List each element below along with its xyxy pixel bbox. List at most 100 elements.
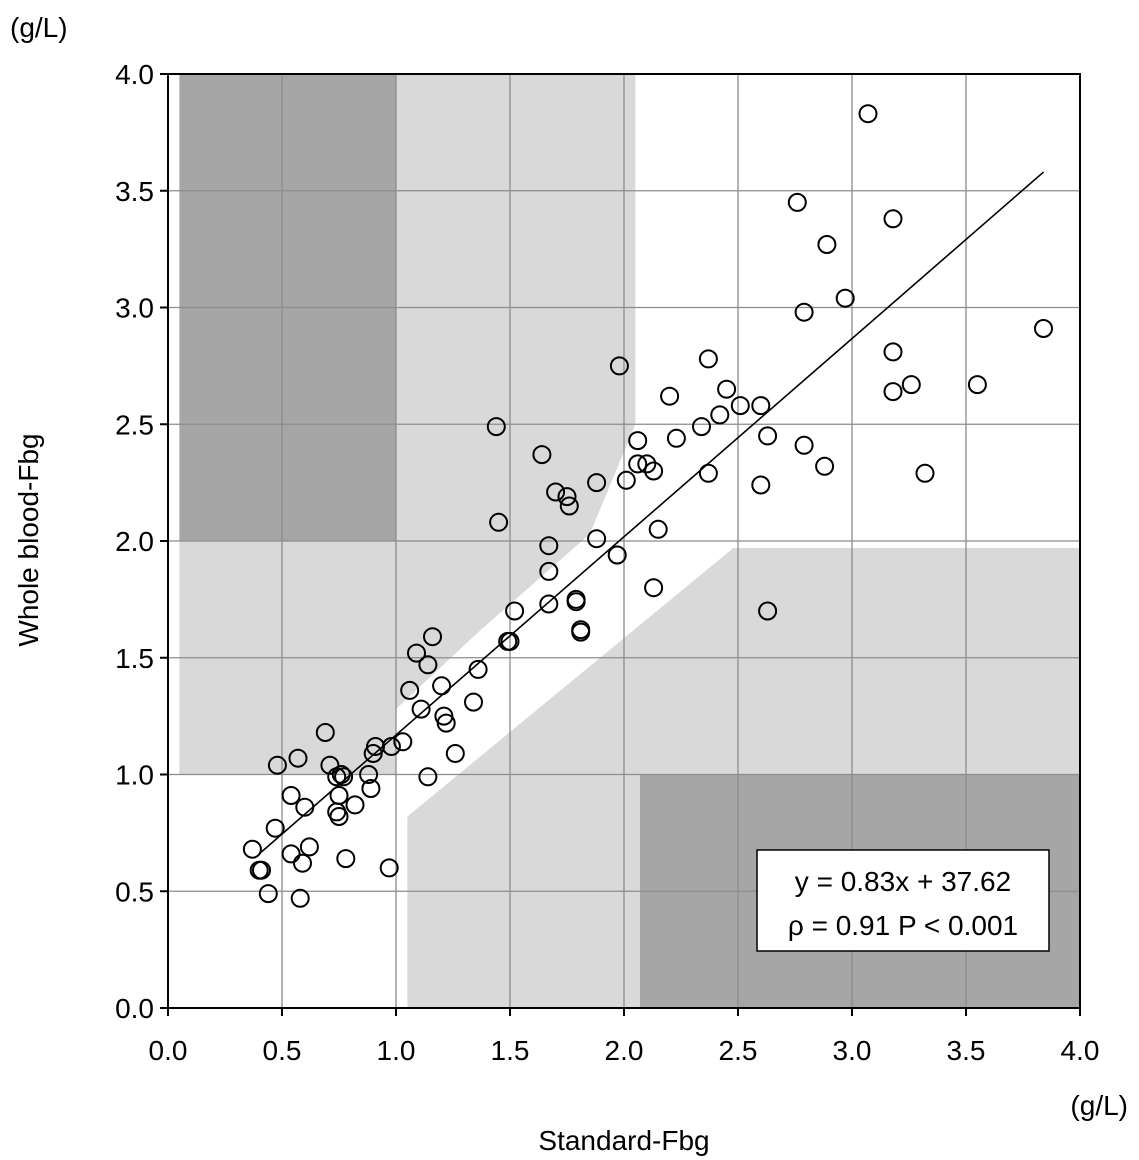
data-point [628, 454, 648, 474]
equation-text: y = 0.83x + 37.62 [795, 866, 1011, 897]
data-point [1034, 319, 1053, 338]
y-axis-title: Whole blood-Fbg [13, 433, 44, 646]
data-point [400, 680, 420, 700]
y-tick-label: 2.5 [115, 409, 154, 440]
data-point [815, 456, 835, 476]
data-point [539, 594, 559, 614]
data-point [281, 844, 301, 864]
data-point [505, 601, 525, 621]
data-point [794, 435, 814, 455]
data-point [334, 767, 354, 787]
data-point [436, 713, 456, 733]
data-point [329, 786, 349, 805]
y-tick-label: 3.0 [115, 293, 154, 324]
equation-box [756, 849, 1050, 952]
regression-layer [258, 171, 1045, 855]
data-point [418, 655, 438, 675]
data-point [607, 545, 627, 565]
data-point [817, 235, 837, 254]
data-point [407, 643, 426, 663]
data-point [500, 631, 520, 651]
data-point [628, 431, 648, 451]
data-point [758, 426, 778, 446]
data-point [464, 692, 483, 712]
data-point [915, 463, 935, 483]
data-point [379, 858, 399, 878]
data-point [637, 454, 657, 474]
data-point [299, 837, 319, 857]
data-point [644, 578, 664, 598]
x-tick-label: 1.0 [377, 1035, 416, 1066]
data-point [717, 379, 737, 399]
regression-line [258, 171, 1045, 855]
data-point [381, 737, 401, 756]
x-unit-label: (g/L) [1070, 1090, 1128, 1121]
data-point [587, 529, 607, 549]
data-point [609, 356, 629, 376]
data-point [366, 737, 385, 756]
data-points [242, 104, 1053, 908]
data-point [698, 463, 718, 483]
data-point [967, 375, 987, 395]
x-tick-label: 4.0 [1061, 1035, 1100, 1066]
data-point [423, 627, 442, 647]
x-tick-label: 3.0 [833, 1035, 872, 1066]
y-tick-label: 3.5 [115, 176, 154, 207]
data-point [587, 473, 607, 493]
data-point [345, 795, 365, 815]
data-point [489, 512, 509, 532]
data-point [644, 461, 664, 481]
correlation-text: ρ = 0.91 P < 0.001 [788, 910, 1018, 941]
data-point [267, 755, 287, 775]
data-point [835, 288, 855, 308]
data-point [566, 592, 586, 612]
x-tick-label: 1.5 [491, 1035, 530, 1066]
data-point [883, 209, 903, 229]
data-point [692, 417, 711, 437]
data-point [320, 755, 340, 775]
data-point [648, 519, 668, 539]
data-point [730, 396, 750, 416]
data-point [315, 723, 335, 742]
data-point [295, 797, 315, 817]
data-point [445, 744, 465, 763]
data-point [359, 765, 379, 784]
data-point [361, 779, 381, 798]
data-point [252, 860, 271, 880]
x-tick-label: 0.5 [263, 1035, 302, 1066]
y-tick-label: 4.0 [115, 59, 154, 90]
data-point [539, 561, 559, 581]
x-tick-label: 2.0 [605, 1035, 644, 1066]
data-point [883, 382, 903, 402]
data-point [265, 818, 285, 838]
data-point [858, 104, 878, 124]
data-point [418, 767, 438, 787]
data-point [411, 699, 431, 719]
data-point [432, 676, 452, 696]
y-tick-label: 1.5 [115, 643, 154, 674]
data-point [787, 192, 807, 212]
y-tick-label: 0.0 [115, 993, 154, 1024]
y-tick-label: 0.5 [115, 876, 154, 907]
data-point [883, 342, 903, 362]
data-point [468, 659, 488, 679]
data-point [571, 622, 591, 642]
data-point [758, 601, 778, 621]
data-point [751, 475, 771, 495]
data-point [329, 807, 349, 826]
x-tick-label: 3.5 [947, 1035, 986, 1066]
data-point [293, 853, 312, 873]
data-point [288, 748, 308, 768]
data-point [242, 839, 262, 859]
data-point [331, 765, 351, 784]
x-tick-label: 0.0 [149, 1035, 188, 1066]
data-point [698, 349, 718, 369]
data-point [559, 496, 579, 516]
data-point [546, 482, 566, 502]
data-point [616, 470, 636, 490]
data-point [539, 536, 559, 556]
data-point [290, 888, 310, 908]
data-point [710, 405, 730, 425]
annotation-box: y = 0.83x + 37.62 ρ = 0.91 P < 0.001 [756, 849, 1050, 952]
